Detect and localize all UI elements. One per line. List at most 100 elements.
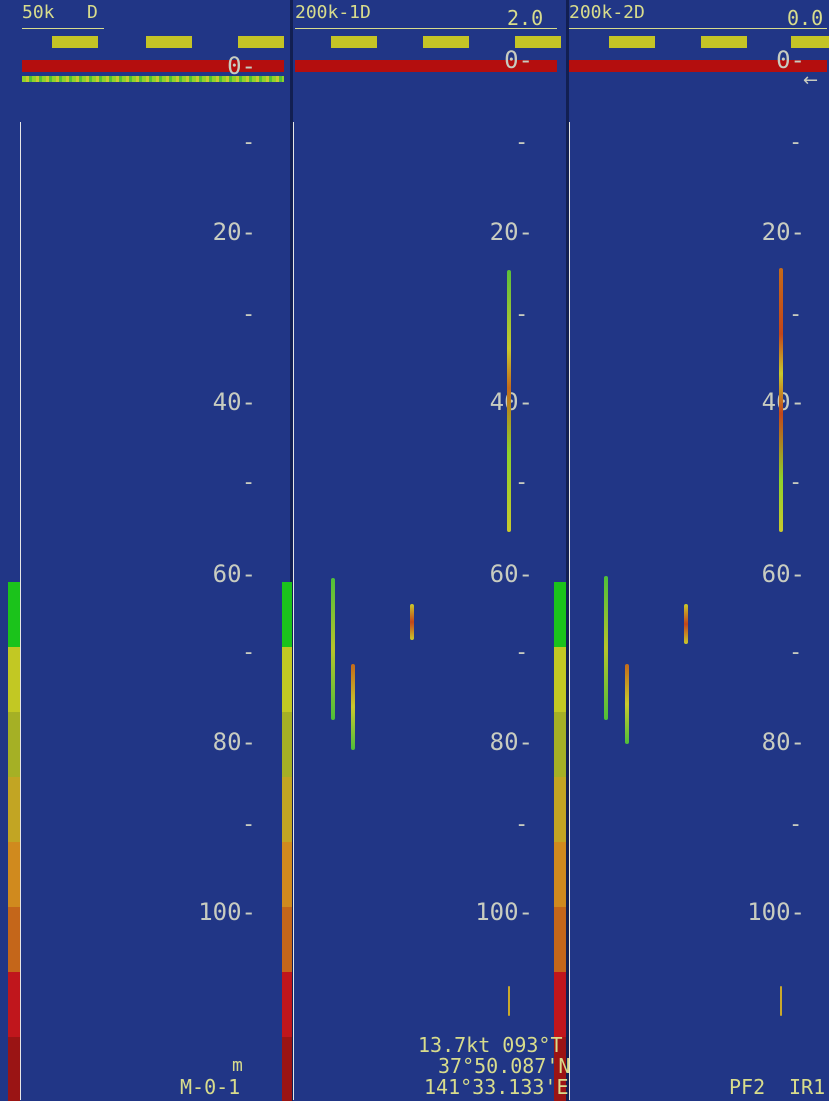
depth-label-20: 20- bbox=[489, 218, 533, 246]
depth-label-100: 100- bbox=[475, 898, 533, 926]
depth-label-100: 100- bbox=[747, 898, 805, 926]
header-underline bbox=[295, 28, 557, 29]
color-scale-segment bbox=[282, 582, 292, 647]
color-scale-segment bbox=[8, 842, 20, 907]
depth-label-80: 80- bbox=[489, 728, 533, 756]
header-value-200k-1: 2.0 bbox=[507, 6, 544, 30]
sea-surface-band bbox=[569, 60, 827, 72]
pane-200k-2-header: 200k-2D 0.0 bbox=[569, 0, 829, 60]
color-scale-segment bbox=[554, 972, 566, 1037]
longitude-readout: 141°33.133'E bbox=[424, 1075, 569, 1099]
depth-minor-tick: - bbox=[515, 302, 529, 327]
depth-label-20: 20- bbox=[212, 218, 256, 246]
pf-label: PF2 bbox=[729, 1075, 766, 1099]
gain-dash bbox=[52, 36, 98, 48]
fish-echo bbox=[780, 986, 782, 1016]
pane-50k: 50k D 0- - 20- - 40- - 60- - 80- - 100- … bbox=[0, 0, 290, 1101]
gain-dash bbox=[791, 36, 829, 48]
color-scale-segment bbox=[282, 842, 292, 907]
depth-minor-tick: - bbox=[789, 302, 803, 327]
depth-label-0: 0- bbox=[776, 46, 805, 74]
latitude-readout: 37°50.087'N bbox=[438, 1054, 571, 1078]
speed-heading-readout: 13.7kt 093°T bbox=[418, 1033, 563, 1057]
color-scale-segment bbox=[8, 712, 20, 777]
depth-scale-line bbox=[569, 122, 570, 1100]
depth-label-0: 0- bbox=[227, 52, 256, 80]
color-scale-segment bbox=[8, 582, 20, 647]
depth-label-60: 60- bbox=[212, 560, 256, 588]
depth-label-0: 0- bbox=[504, 46, 533, 74]
depth-label-100: 100- bbox=[198, 898, 256, 926]
color-scale-bar bbox=[282, 582, 292, 1101]
depth-minor-tick: - bbox=[515, 130, 529, 155]
bottom-echo-band bbox=[22, 76, 284, 82]
color-scale-segment bbox=[554, 907, 566, 972]
color-scale-segment bbox=[554, 647, 566, 712]
depth-minor-tick: - bbox=[515, 640, 529, 665]
header-underline bbox=[22, 28, 104, 29]
pane-200k-2: 200k-2D 0.0 0- ← - 20- - 40- - 60- - 80-… bbox=[569, 0, 829, 1101]
fish-echo bbox=[410, 604, 414, 640]
color-scale-bar bbox=[554, 582, 566, 1101]
depth-label-60: 60- bbox=[761, 560, 805, 588]
header-value-200k-2: 0.0 bbox=[787, 6, 824, 30]
color-scale-segment bbox=[554, 582, 566, 647]
fish-echo bbox=[625, 664, 629, 744]
gain-dash bbox=[701, 36, 747, 48]
depth-minor-tick: - bbox=[789, 470, 803, 495]
shift-arrow-icon: ← bbox=[803, 70, 819, 91]
color-scale-segment bbox=[554, 712, 566, 777]
depth-minor-tick: - bbox=[242, 812, 256, 837]
mode-label: M-0-1 bbox=[180, 1075, 241, 1099]
header-underline bbox=[569, 28, 827, 29]
depth-minor-tick: - bbox=[789, 130, 803, 155]
depth-label-60: 60- bbox=[489, 560, 533, 588]
frequency-label-200k-2: 200k-2D bbox=[569, 2, 645, 23]
fish-echo bbox=[351, 664, 355, 750]
pane-200k-1-header: 200k-1D 2.0 bbox=[293, 0, 561, 60]
color-scale-segment bbox=[8, 1037, 20, 1101]
pane-divider bbox=[290, 0, 293, 1101]
color-scale-segment bbox=[282, 712, 292, 777]
color-scale-segment bbox=[282, 777, 292, 842]
fish-echo bbox=[331, 578, 335, 720]
depth-label-40: 40- bbox=[489, 388, 533, 416]
depth-label-20: 20- bbox=[761, 218, 805, 246]
color-scale-segment bbox=[282, 647, 292, 712]
depth-minor-tick: - bbox=[789, 640, 803, 665]
fish-echo bbox=[604, 576, 608, 720]
depth-minor-tick: - bbox=[242, 302, 256, 327]
gain-dash bbox=[515, 36, 561, 48]
depth-minor-tick: - bbox=[242, 470, 256, 495]
sea-surface-band bbox=[22, 60, 284, 72]
gain-dash bbox=[331, 36, 377, 48]
color-scale-segment bbox=[282, 972, 292, 1037]
unit-label: m bbox=[232, 1055, 243, 1076]
depth-label-80: 80- bbox=[761, 728, 805, 756]
frequency-label-50k: 50k D bbox=[22, 2, 98, 23]
depth-minor-tick: - bbox=[789, 812, 803, 837]
color-scale-segment bbox=[8, 647, 20, 712]
depth-scale-line bbox=[20, 122, 21, 1100]
ir-label: IR1 bbox=[789, 1075, 826, 1099]
gain-dash bbox=[238, 36, 284, 48]
gain-dash bbox=[609, 36, 655, 48]
fish-echo bbox=[507, 270, 511, 532]
color-scale-segment bbox=[282, 907, 292, 972]
gain-dash bbox=[423, 36, 469, 48]
depth-minor-tick: - bbox=[242, 640, 256, 665]
color-scale-segment bbox=[554, 777, 566, 842]
depth-minor-tick: - bbox=[515, 470, 529, 495]
depth-label-40: 40- bbox=[761, 388, 805, 416]
fish-echo bbox=[779, 268, 783, 532]
color-scale-bar bbox=[8, 582, 20, 1101]
depth-minor-tick: - bbox=[515, 812, 529, 837]
color-scale-segment bbox=[282, 1037, 292, 1101]
color-scale-segment bbox=[554, 842, 566, 907]
frequency-label-200k-1: 200k-1D bbox=[295, 2, 371, 23]
pane-200k-1: 200k-1D 2.0 0- - 20- - 40- - 60- - 80- -… bbox=[293, 0, 561, 1101]
depth-label-80: 80- bbox=[212, 728, 256, 756]
gain-dash bbox=[146, 36, 192, 48]
color-scale-segment bbox=[8, 777, 20, 842]
